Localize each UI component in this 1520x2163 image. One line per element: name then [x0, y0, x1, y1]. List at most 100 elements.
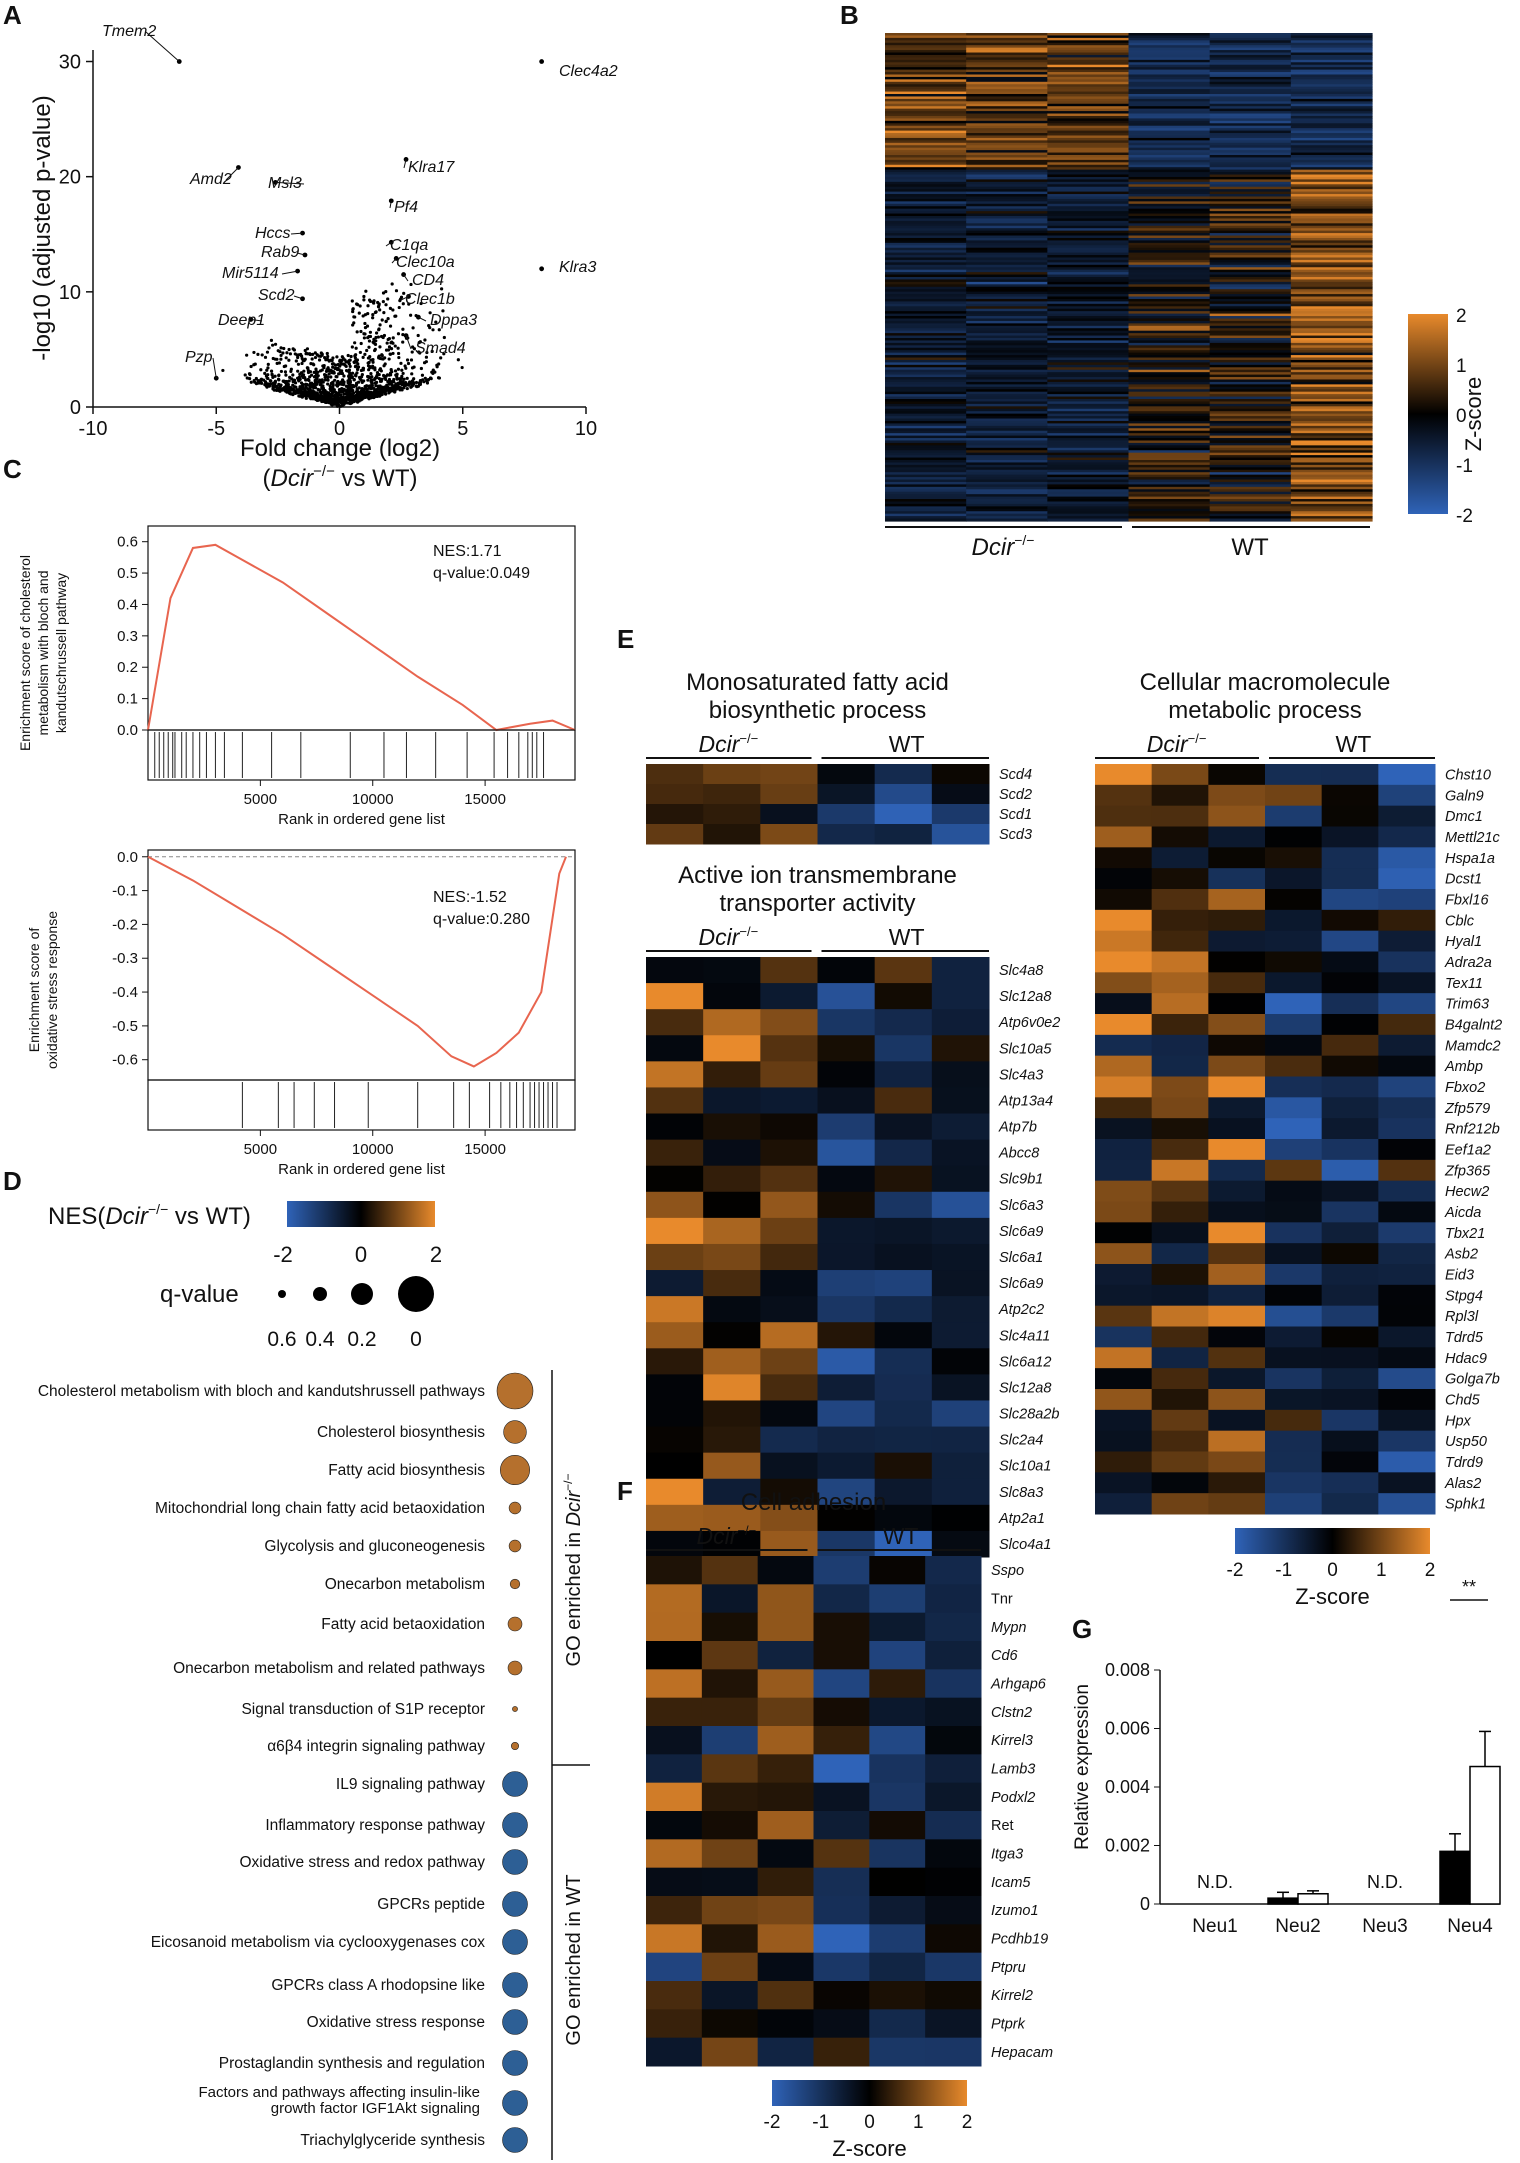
heatmap-b-cell [1290, 491, 1373, 495]
heatmap-cell [701, 2037, 759, 2067]
heatmap-cell [646, 764, 704, 785]
heatmap-cell [1265, 1472, 1323, 1494]
heatmap-cell [646, 1061, 704, 1088]
heatmap-cell [1321, 1493, 1379, 1515]
volcano-point [359, 397, 363, 402]
heatmap-b-cell [1209, 308, 1292, 312]
volcano-point [350, 345, 354, 349]
volcano-point [401, 383, 406, 387]
heatmap-b-cell [1128, 386, 1211, 390]
heatmap-cell [757, 1612, 814, 1642]
heatmap-b-cell [885, 259, 967, 263]
heatmap-cell [1095, 1305, 1153, 1327]
heatmap-b-cell [1047, 369, 1130, 373]
heatmap-b-cell [1290, 333, 1373, 337]
heatmap-b-cell [885, 120, 967, 124]
go-q-legend-tick: 0.4 [305, 1328, 335, 1351]
volcano-leader-line [400, 295, 409, 301]
heatmap-b-cell [1290, 401, 1373, 405]
volcano-point [248, 377, 252, 381]
heatmap-b-cell [1209, 372, 1292, 376]
heatmap-gene-label: Podxl2 [991, 1790, 1035, 1806]
heatmap-b-cell [1128, 33, 1211, 37]
heatmap-gene-label: Abcc8 [998, 1146, 1039, 1162]
volcano-point [308, 386, 312, 390]
heatmap-b-cell [966, 506, 1048, 510]
volcano-point [389, 386, 394, 390]
volcano-point [374, 339, 378, 343]
heatmap-b-cell [1290, 76, 1373, 80]
heatmap-b-cell [1290, 494, 1373, 498]
volcano-point [429, 377, 433, 381]
heatmap-b-cell [885, 325, 967, 329]
heatmap-b-cell [1209, 320, 1292, 324]
heatmap-b-cell [885, 418, 967, 422]
go-term-bubble [502, 2127, 528, 2153]
heatmap-colorbar [1235, 1528, 1430, 1554]
heatmap-gene-label: Trim63 [1445, 997, 1489, 1013]
heatmap-b-cell [885, 208, 967, 212]
volcano-point-label: Mir5114 [222, 265, 279, 282]
heatmap-b-cell [1047, 54, 1130, 58]
volcano-point [311, 352, 315, 356]
heatmap-b-cell [885, 435, 967, 439]
volcano-point [346, 380, 350, 385]
heatmap-cell [931, 983, 990, 1010]
heatmap-title: Cell adhesion [741, 1489, 886, 1516]
heatmap-cell [1378, 1055, 1436, 1077]
heatmap-b-cell [885, 396, 967, 400]
bar-ylabel: Relative expression [1072, 1684, 1093, 1850]
heatmap-b-cell [1290, 374, 1373, 378]
heatmap-cell [1265, 1097, 1323, 1119]
volcano-point [302, 369, 306, 373]
heatmap-b-cell [966, 325, 1048, 329]
heatmap-b-cell [1128, 230, 1211, 234]
heatmap-cell [925, 1811, 982, 1840]
heatmap-b-cell [966, 394, 1048, 398]
heatmap-b-cell [1128, 403, 1211, 407]
heatmap-cell [646, 1952, 703, 1982]
volcano-leader-line [212, 357, 217, 379]
heatmap-b-cell [1290, 408, 1373, 412]
heatmap-b-cell [885, 40, 967, 44]
volcano-point [338, 359, 342, 363]
heatmap-b-cell [1128, 189, 1211, 193]
heatmap-b-cell [885, 191, 967, 195]
heatmap-b-cell [966, 381, 1048, 385]
heatmap-b-cell [1290, 137, 1373, 141]
heatmap-b-cell [885, 457, 967, 461]
heatmap-b-cell [1290, 481, 1373, 485]
heatmap-b-cell [1128, 462, 1211, 466]
heatmap-b-cell [1047, 201, 1130, 205]
go-term-label: Cholesterol metabolism with bloch and ka… [38, 1383, 485, 1400]
heatmap-b-cell [966, 150, 1048, 154]
volcano-point [349, 389, 353, 393]
volcano-point [434, 320, 438, 324]
heatmap-b-cell [1209, 430, 1292, 434]
heatmap-b-cell [1209, 494, 1292, 498]
heatmap-b-cell [1290, 281, 1373, 285]
volcano-point [410, 366, 415, 370]
heatmap-b-cell [1290, 489, 1373, 493]
heatmap-b-cell [966, 286, 1048, 290]
volcano-point [370, 375, 374, 379]
heatmap-cell [925, 1556, 982, 1585]
heatmap-cell [757, 2009, 814, 2039]
volcano-point [343, 397, 347, 402]
heatmap-b-cell [1047, 430, 1130, 434]
volcano-point-label: Clec10a [396, 254, 455, 271]
heatmap-b-cell [1209, 455, 1292, 459]
heatmap-cell [701, 2009, 759, 2039]
heatmap-b-cell [1128, 416, 1211, 420]
heatmap-cell [1321, 1347, 1379, 1369]
heatmap-colorbar-label: Z-score [832, 2136, 907, 2161]
heatmap-b-cell [885, 206, 967, 210]
volcano-point [364, 289, 368, 293]
heatmap-b-cell [885, 450, 967, 454]
heatmap-cell [760, 1009, 818, 1036]
heatmap-b-cell [1290, 203, 1373, 207]
heatmap-b-cell [1047, 467, 1130, 471]
go-nes-tick: 2 [430, 1242, 442, 1267]
heatmap-b-cell [1290, 181, 1373, 185]
heatmap-b-cell [1209, 62, 1292, 66]
